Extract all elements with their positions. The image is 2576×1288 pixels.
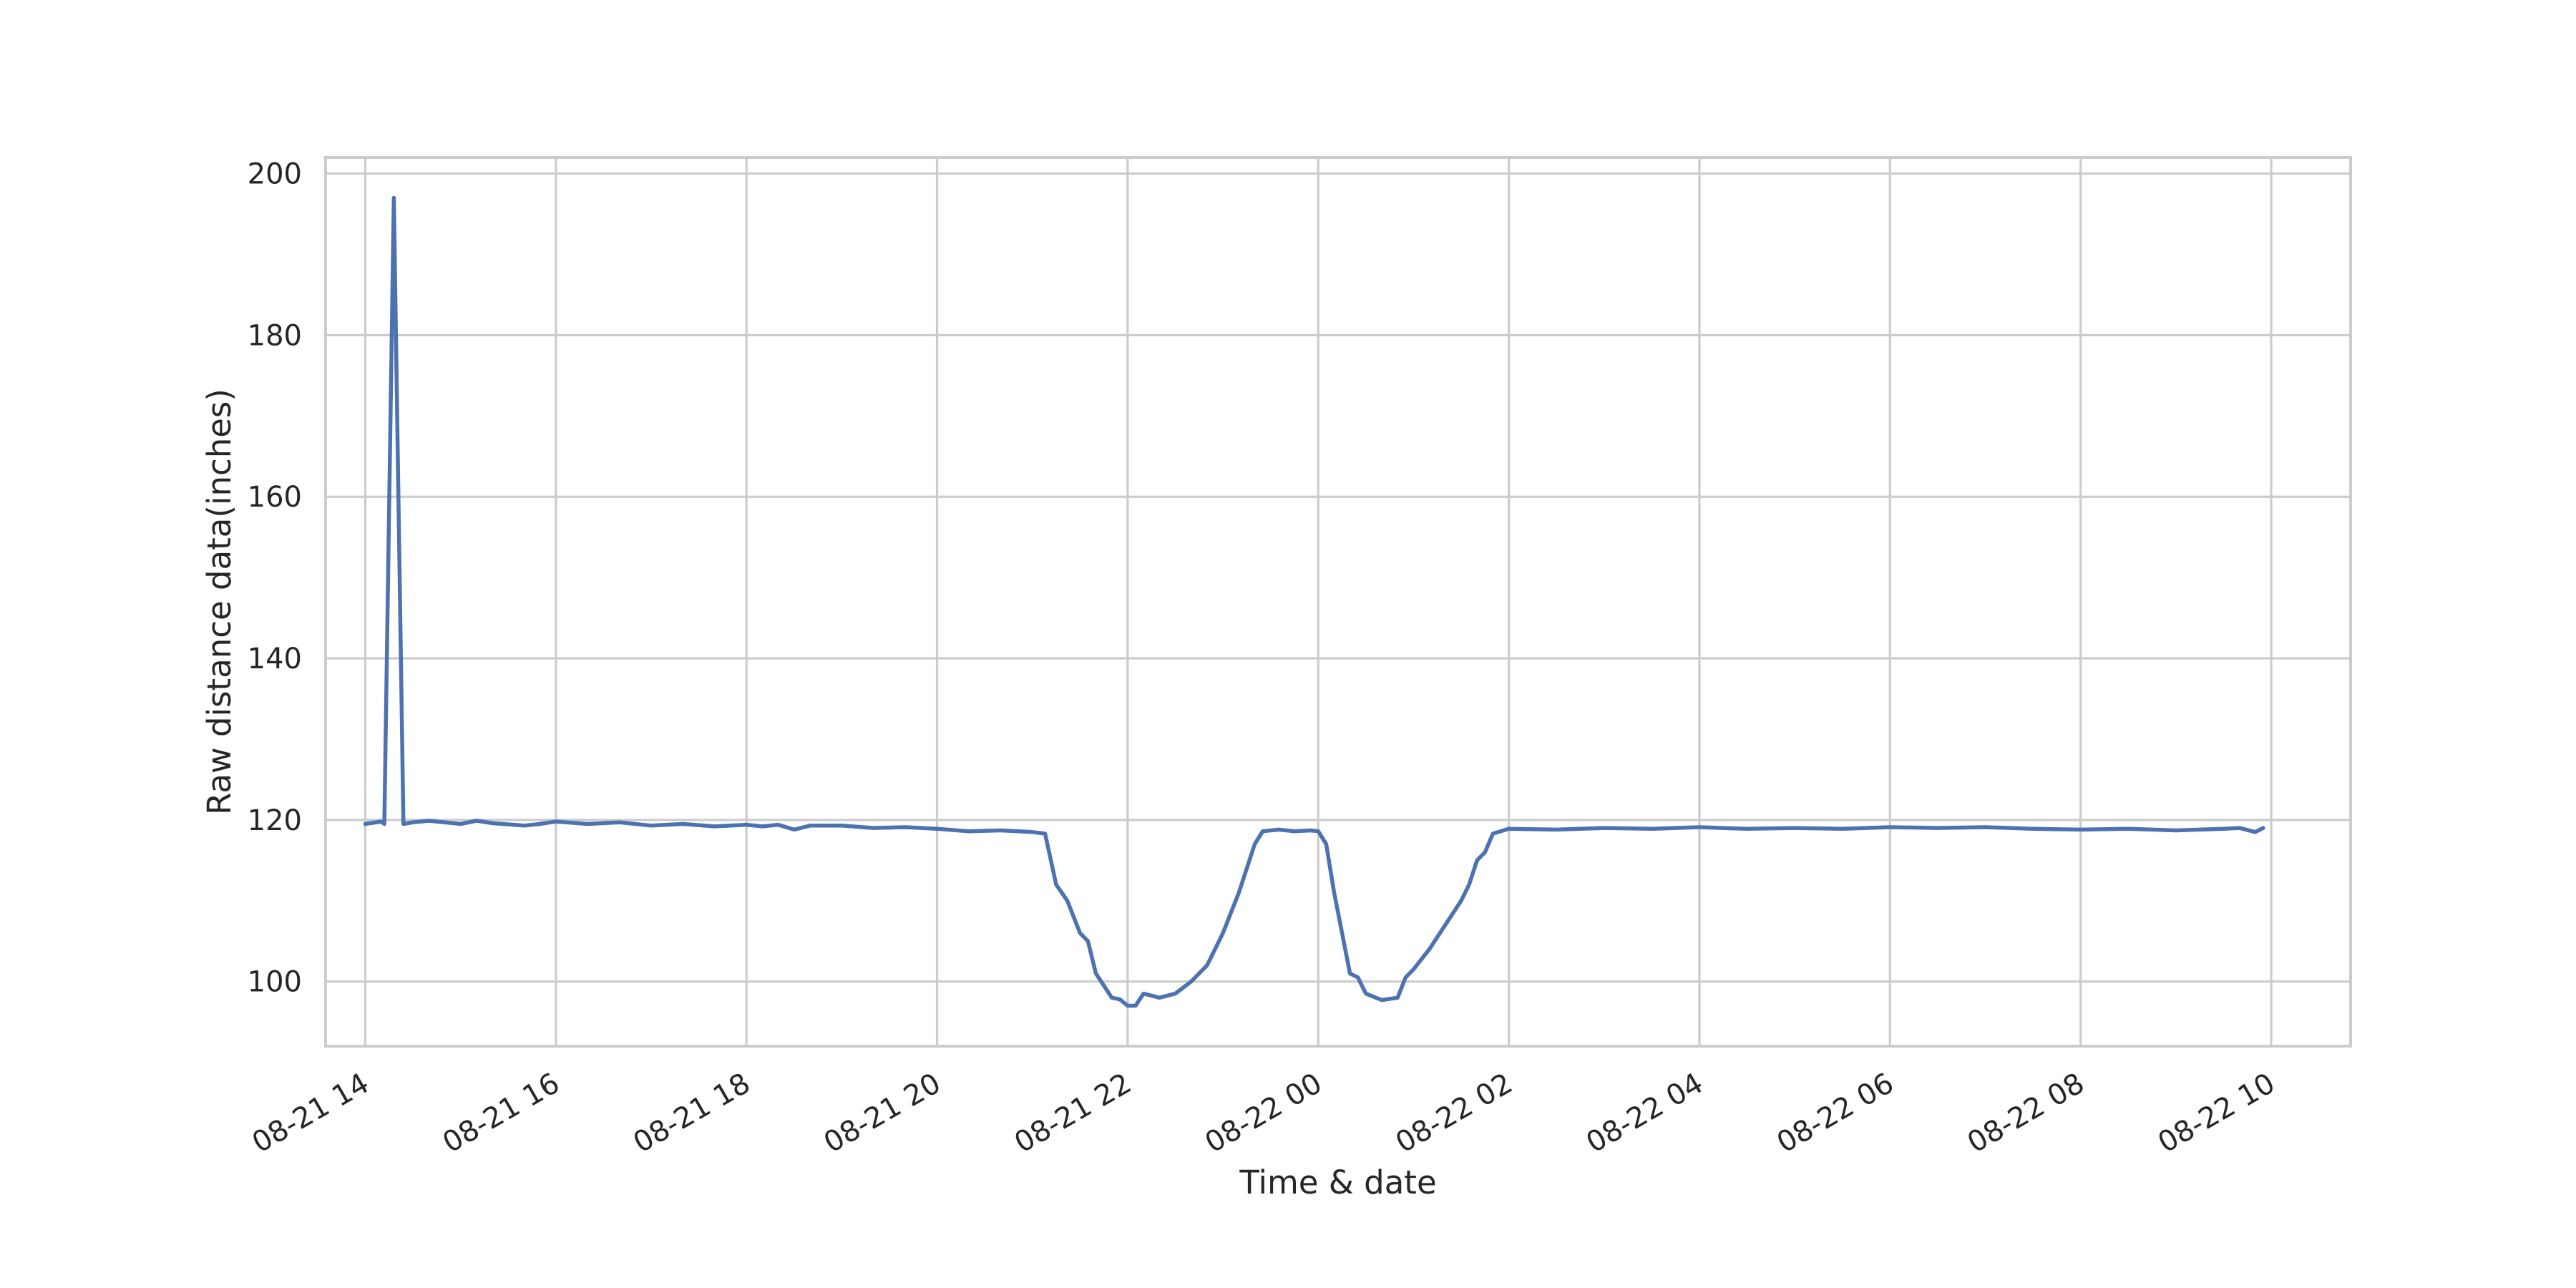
y-axis-label: Raw distance data(inches) — [200, 389, 238, 815]
y-tick-label: 160 — [248, 481, 302, 514]
x-tick-label: 08-22 08 — [1962, 1067, 2090, 1160]
x-tick-label: 08-22 00 — [1200, 1067, 1328, 1160]
y-tick-label: 100 — [248, 966, 302, 999]
x-axis-ticks: 08-21 14 08-21 16 08-21 18 08-21 20 08-21 22… — [247, 1067, 2280, 1160]
series-layer — [363, 195, 2265, 1008]
y-tick-label: 200 — [248, 158, 302, 191]
y-tick-label: 140 — [248, 643, 302, 675]
y-tick-label: 180 — [248, 319, 302, 352]
x-tick-label: 08-21 22 — [1009, 1067, 1137, 1160]
x-tick-label: 08-22 02 — [1390, 1067, 1518, 1160]
x-tick-label: 08-22 10 — [2152, 1067, 2280, 1160]
y-tick-label: 120 — [248, 804, 302, 837]
x-tick-label: 08-21 18 — [628, 1067, 756, 1160]
x-tick-label: 08-21 14 — [247, 1067, 375, 1160]
x-axis-label: Time & date — [1239, 1163, 1436, 1201]
series-line — [363, 195, 2265, 1008]
x-tick-label: 08-21 20 — [819, 1067, 947, 1160]
x-tick-label: 08-21 16 — [437, 1067, 565, 1160]
x-tick-label: 08-22 04 — [1581, 1067, 1709, 1160]
plot-frame — [324, 156, 2352, 1048]
gridlines — [326, 157, 2351, 1046]
x-tick-label: 08-22 06 — [1772, 1067, 1900, 1160]
y-axis-ticks: 100 120 140 160 180 200 — [248, 158, 302, 999]
